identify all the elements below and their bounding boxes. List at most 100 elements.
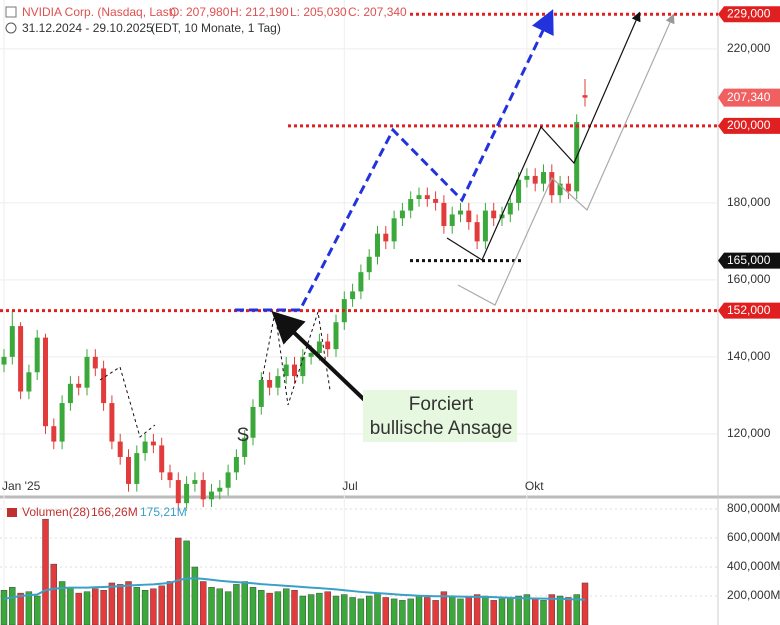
volume-bar	[299, 595, 306, 625]
volume-bar	[158, 585, 165, 625]
volume-bar	[432, 600, 439, 625]
candle-body	[524, 175, 530, 180]
legend-entry: 175,21M	[140, 505, 187, 519]
volume-bar	[42, 518, 49, 625]
candle-body	[416, 195, 422, 200]
candle-body	[507, 202, 513, 215]
level-label: 165,000	[727, 253, 771, 267]
candle-body	[383, 233, 389, 242]
candle-body	[466, 210, 472, 223]
pattern-marker: S	[237, 425, 250, 446]
y-tick-label: 120,000	[727, 426, 771, 440]
candle-body	[316, 341, 322, 354]
candle-body	[532, 175, 538, 184]
volume-bar	[357, 598, 365, 625]
volume-bar	[17, 592, 24, 625]
volume-bar	[407, 598, 414, 625]
candle-body	[482, 210, 488, 242]
candle-body	[250, 406, 256, 438]
volume-bar	[449, 595, 456, 625]
candle-body	[441, 202, 447, 226]
y-tick-label: 220,000	[727, 41, 771, 55]
header-low: L: 205,030	[290, 5, 347, 19]
candle-body	[200, 480, 206, 500]
volume-bar	[125, 581, 132, 625]
volume-bar	[324, 591, 331, 625]
volume-bar	[332, 595, 340, 625]
volume-bar	[274, 591, 282, 625]
candle-body	[408, 199, 414, 211]
candle-body	[233, 456, 239, 473]
volume-bar	[366, 595, 373, 625]
candle-body	[366, 256, 372, 273]
header-info: (EDT, 10 Monate, 1 Tag)	[151, 21, 281, 35]
candle-body	[134, 453, 140, 484]
candle-body	[43, 337, 48, 427]
candle-body	[18, 326, 24, 392]
candle-body	[458, 210, 463, 215]
projection-line	[446, 11, 641, 261]
candle-body	[184, 483, 190, 504]
candle-body	[424, 195, 430, 200]
volume-ma-line	[3, 577, 586, 601]
y-tick-label: 160,000	[727, 272, 771, 286]
volume-bar	[208, 587, 215, 625]
candle-body	[26, 372, 32, 392]
candle-body	[84, 356, 90, 388]
candle-body	[449, 214, 455, 226]
candle-body	[150, 441, 156, 446]
volume-bar	[565, 597, 572, 625]
drawings	[99, 9, 675, 438]
volume-bar	[390, 598, 398, 625]
volume-bar	[473, 594, 481, 625]
candle-body	[67, 383, 73, 404]
candle-body	[76, 383, 82, 388]
volume-bar	[150, 588, 157, 625]
volume-bar	[316, 592, 323, 625]
candle-body	[325, 341, 331, 350]
volume-bar	[216, 588, 224, 625]
volume-bar	[382, 597, 389, 625]
volume-bar	[424, 597, 431, 625]
level-tag	[718, 252, 780, 269]
volume-bar	[100, 589, 107, 625]
candle-body	[34, 337, 40, 373]
volume-bar	[233, 584, 240, 625]
y-tick-label: 200,000M	[727, 588, 780, 602]
dashed-pattern	[261, 311, 331, 406]
candle-body	[192, 480, 198, 484]
volume-bar	[490, 600, 497, 625]
candle-body	[541, 172, 546, 184]
volume-bar	[498, 598, 506, 625]
candle-body	[391, 218, 397, 242]
candle-body	[117, 441, 123, 457]
candle-body	[175, 480, 181, 504]
candle-body	[209, 491, 214, 500]
candle-body	[9, 326, 15, 357]
candle-body	[582, 95, 588, 98]
annotation-box	[363, 390, 517, 442]
candle-body	[283, 364, 289, 377]
projection-arrow	[235, 9, 554, 312]
x-tick-label: Jan '25	[2, 479, 41, 493]
volume-bar	[92, 588, 99, 625]
volume-bar	[191, 566, 199, 625]
level-tag	[718, 117, 780, 134]
volume-bar	[241, 581, 248, 625]
y-tick-label: 800,000M	[727, 501, 780, 515]
candle-body	[142, 441, 148, 454]
projection-line	[457, 13, 675, 306]
candle-body	[275, 376, 281, 388]
volume-bar	[415, 595, 423, 625]
candle-body	[375, 233, 380, 257]
volume-bar	[440, 591, 448, 625]
volume-bar	[266, 592, 273, 625]
candle-body	[358, 272, 364, 292]
header-range: 31.12.2024 - 29.10.2025	[22, 21, 153, 35]
dashed-pattern	[99, 366, 156, 438]
candle-body	[333, 322, 339, 350]
candle-body	[350, 291, 356, 300]
volume-bar	[556, 595, 564, 625]
